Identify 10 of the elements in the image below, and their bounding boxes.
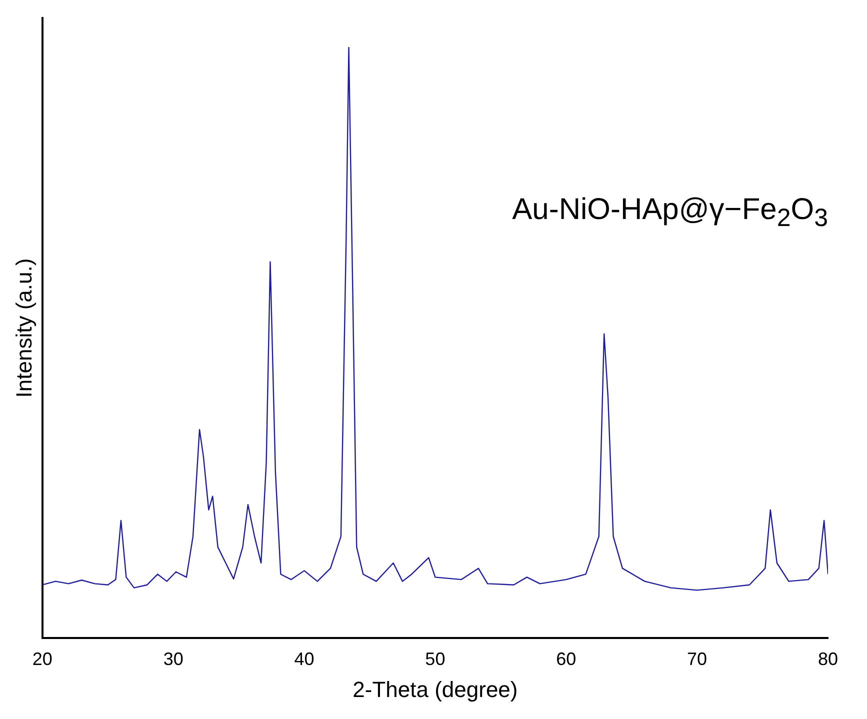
x-tick-label: 20 [32, 648, 52, 669]
annotation: Au-NiO-HAp@γ−Fe$_{2}$O$_{3}$ [512, 193, 828, 233]
x-axis-title: 2-Theta (degree) [352, 676, 518, 702]
x-tick-label: 30 [163, 648, 184, 669]
y-axis-title: Intensity (a.u.) [11, 258, 36, 398]
x-tick-label: 50 [425, 648, 446, 669]
x-tick-label: 70 [687, 648, 708, 669]
x-tick-label: 80 [818, 648, 838, 669]
x-tick-label: 40 [294, 648, 314, 669]
x-tick-label: 60 [556, 648, 576, 669]
